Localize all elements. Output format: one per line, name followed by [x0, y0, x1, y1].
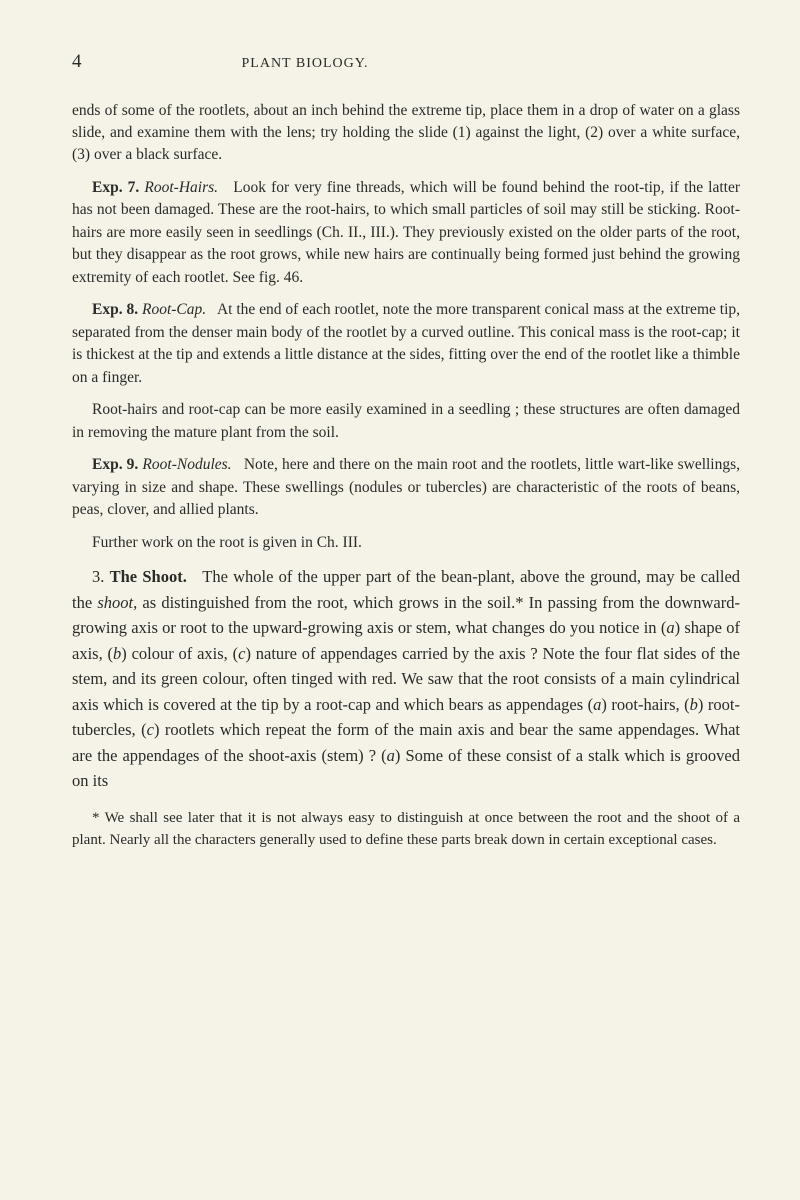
- intro-paragraph: ends of some of the rootlets, about an i…: [72, 100, 740, 167]
- exp-space4: [210, 301, 217, 318]
- exp-9: Exp. 9. Root-Nodules. Note, here and the…: [72, 454, 740, 521]
- exp-8: Exp. 8. Root-Cap. At the end of each roo…: [72, 299, 740, 389]
- sec3-cont: , as distinguished from the root, which …: [72, 593, 740, 638]
- sec3-cont3: ) colour of axis, (: [121, 644, 238, 663]
- section-3-name: The Shoot.: [110, 567, 187, 586]
- c2: c: [147, 720, 154, 739]
- exp-8-label: Exp. 8.: [92, 301, 138, 318]
- sec3-cont5: ) root-hairs, (: [601, 695, 689, 714]
- footnote: * We shall see later that it is not alwa…: [72, 808, 740, 852]
- exp-9-title: Root-Nodules.: [142, 456, 231, 473]
- exp-8-cont: Root-hairs and root-cap can be more easi…: [72, 399, 740, 444]
- sec-space2: [192, 567, 202, 586]
- exp-7: Exp. 7. Root-Hairs. Look for very fine t…: [72, 177, 740, 289]
- exp-8-title: Root-Cap.: [142, 301, 206, 318]
- exp-9-label: Exp. 9.: [92, 456, 138, 473]
- a3: a: [387, 746, 395, 765]
- chapter-title: PLANT BIOLOGY.: [242, 54, 369, 74]
- exp-space6: [236, 456, 244, 473]
- page-number: 4: [72, 48, 82, 76]
- exp-7-title: Root-Hairs.: [144, 179, 218, 196]
- exp-space2: [223, 179, 233, 196]
- section-3-num: 3.: [92, 567, 104, 586]
- a1: a: [666, 618, 674, 637]
- shoot-term: shoot: [97, 593, 133, 612]
- b2: b: [690, 695, 698, 714]
- exp-9-cont: Further work on the root is given in Ch.…: [72, 532, 740, 554]
- exp-7-label: Exp. 7.: [92, 179, 139, 196]
- page-header: 4 PLANT BIOLOGY.: [72, 48, 740, 76]
- section-3: 3. The Shoot. The whole of the upper par…: [72, 564, 740, 794]
